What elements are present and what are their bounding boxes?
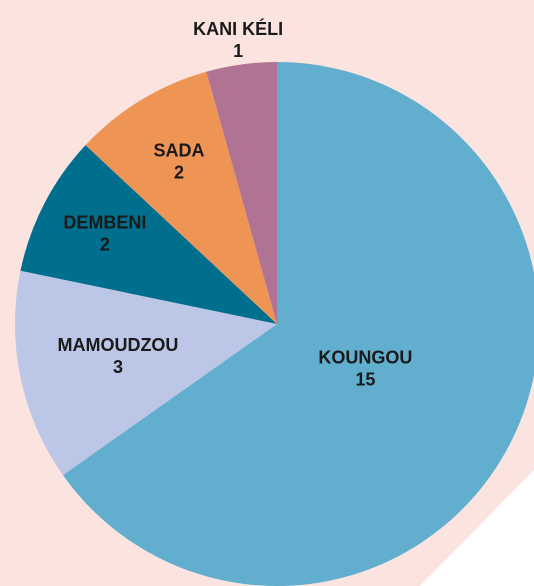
pie-slice (206, 62, 277, 324)
slice-label: KOUNGOU (318, 348, 412, 368)
slice-value: 1 (233, 41, 243, 61)
pie (14, 62, 534, 586)
slice-label: DEMBENI (63, 213, 146, 233)
background-corner (420, 470, 534, 586)
pie-slice (20, 145, 277, 324)
slice-value: 3 (113, 357, 123, 377)
slice-value: 15 (355, 370, 375, 390)
slice-label: MAMOUDZOU (57, 335, 178, 355)
slice-label: SADA (153, 141, 204, 161)
pie-slice (85, 71, 277, 324)
slice-label: KANI KÉLI (193, 18, 283, 39)
slice-value: 2 (100, 235, 110, 255)
pie-slice (62, 62, 534, 586)
slice-value: 2 (174, 163, 184, 183)
pie-slice (14, 270, 277, 476)
